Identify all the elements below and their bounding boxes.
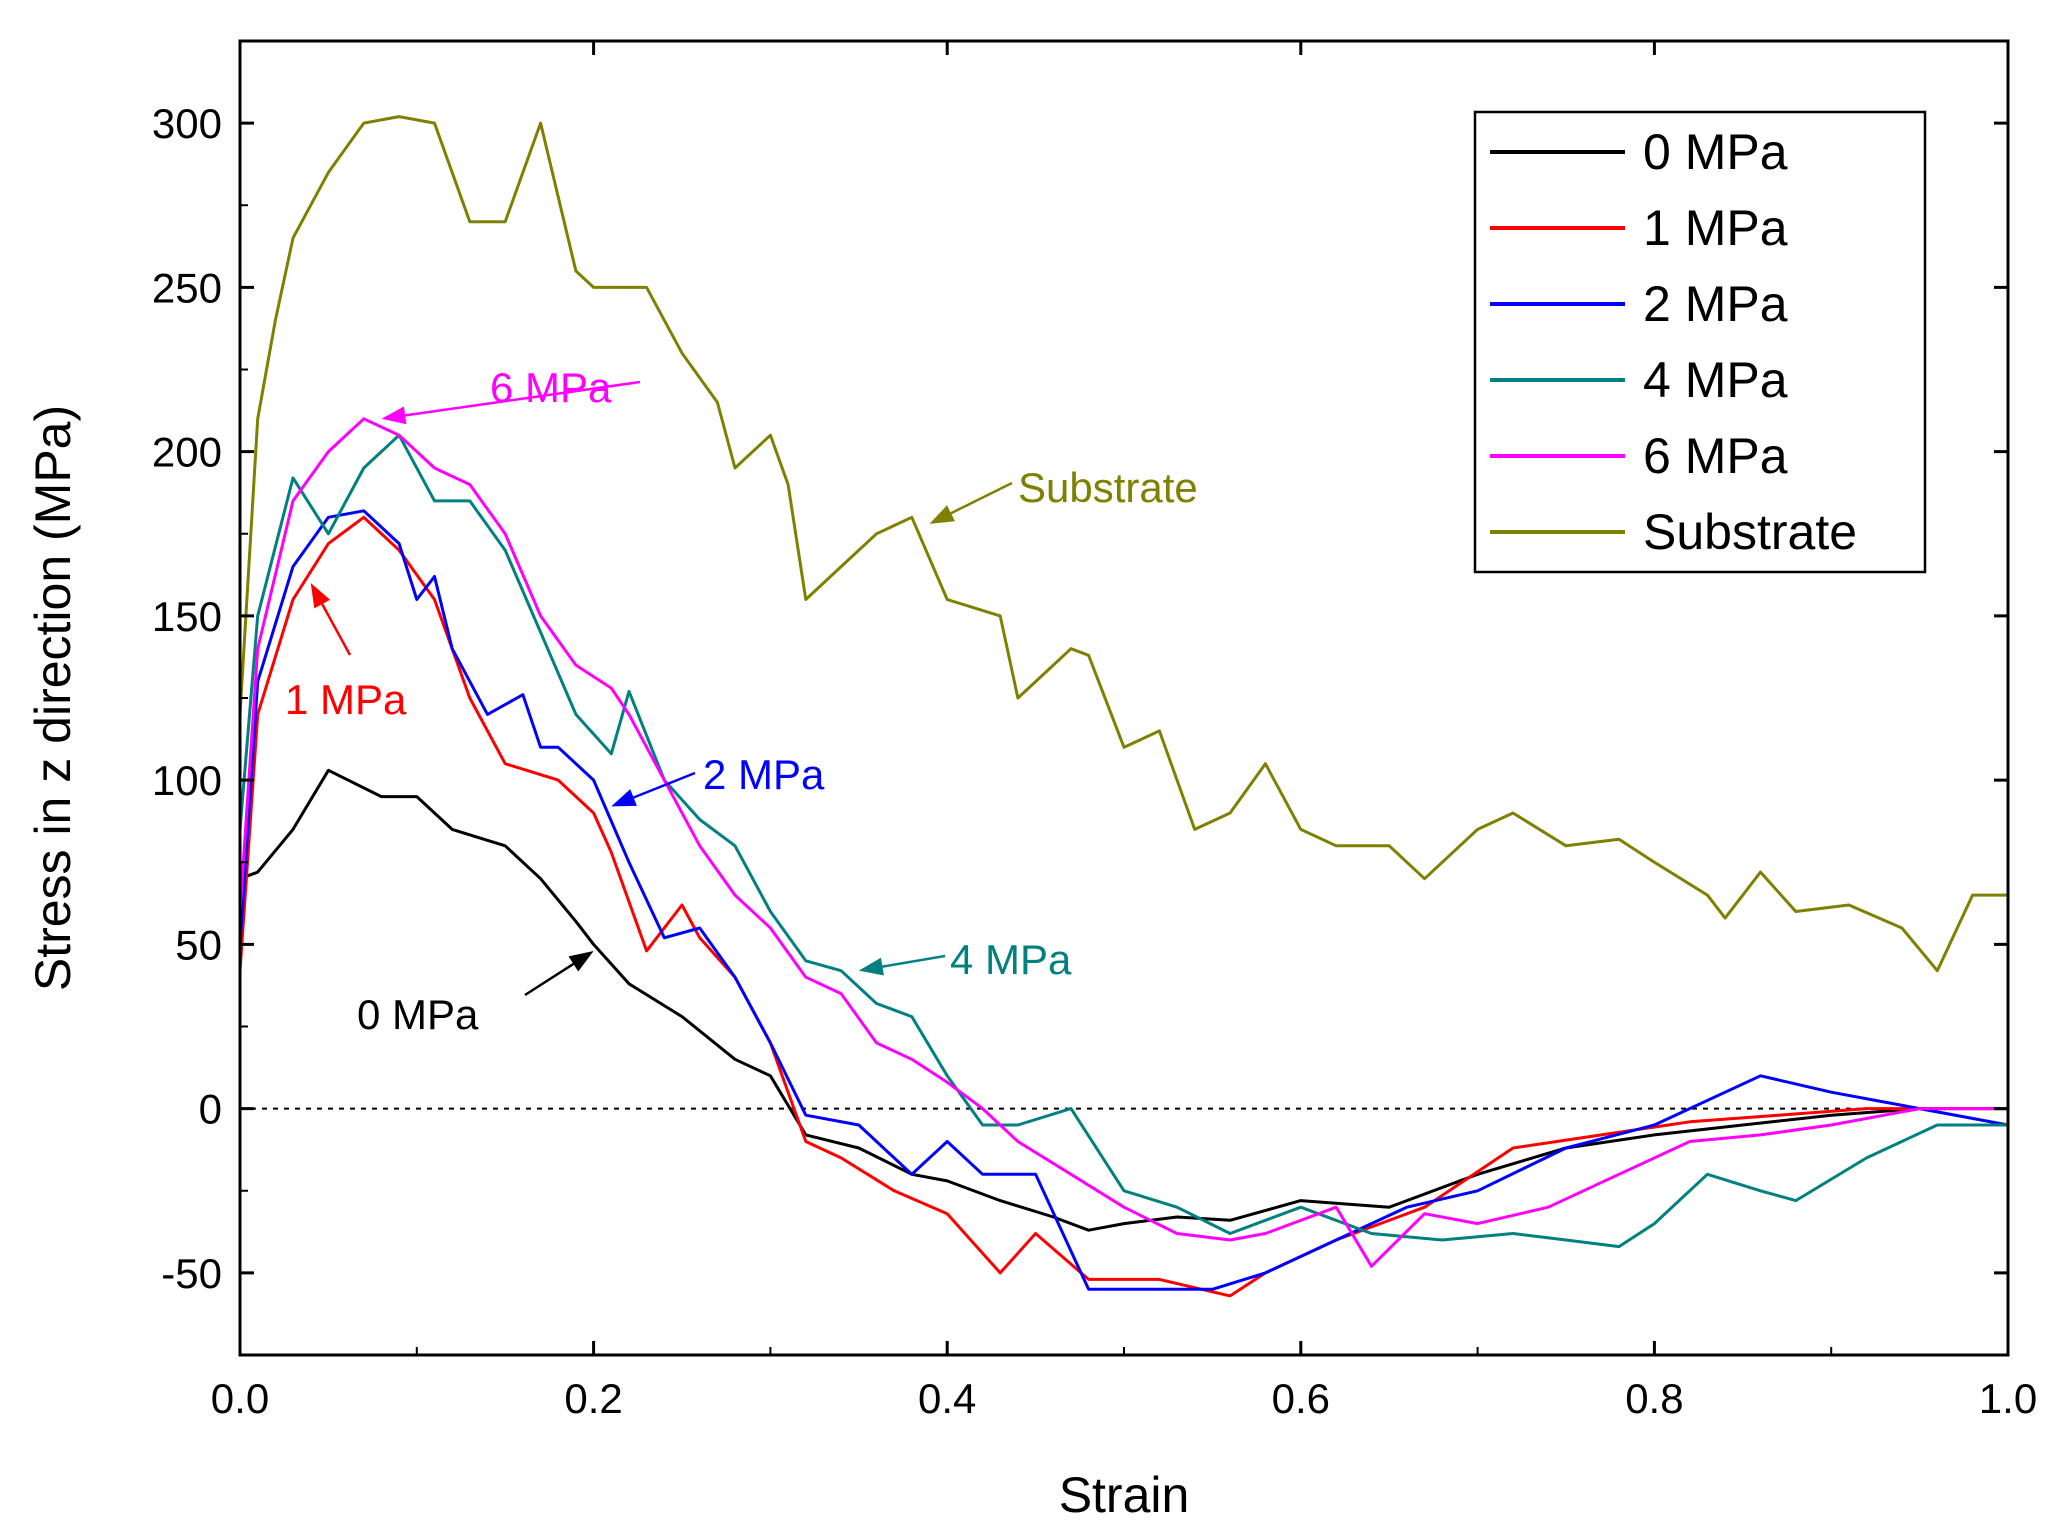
annotation-label-6-mpa: 6 MPa <box>490 364 612 411</box>
annotation-arrowhead-6-mpa <box>381 406 407 425</box>
legend-label-0-mpa: 0 MPa <box>1643 124 1788 180</box>
x-tick-label: 0.2 <box>564 1375 622 1422</box>
annotation-arrow-1-mpa <box>321 603 352 656</box>
y-tick-label: 100 <box>152 757 222 804</box>
y-axis-title: Stress in z direction (MPa) <box>25 405 81 991</box>
annotation-arrow-4-mpa <box>882 954 946 968</box>
annotation-arrowhead-1-mpa <box>310 583 331 609</box>
y-tick-label: 50 <box>175 921 222 968</box>
y-tick-label: -50 <box>161 1250 222 1297</box>
legend-box <box>1473 110 1927 574</box>
annotation-label-4-mpa: 4 MPa <box>950 936 1072 983</box>
annotation-arrow-0-mpa <box>524 962 575 997</box>
annotation-arrowhead-substrate <box>929 505 956 524</box>
series-layer <box>238 115 2009 1298</box>
annotation-arrowhead-0-mpa <box>568 950 594 972</box>
x-tick-label: 1.0 <box>1979 1375 2037 1422</box>
annotation-arrow-6-mpa <box>405 380 641 417</box>
annotation-label-0-mpa: 0 MPa <box>357 991 479 1038</box>
legend-label-1-mpa: 1 MPa <box>1643 200 1788 256</box>
y-tick-label: 300 <box>152 100 222 147</box>
tick-layer: 0.0 0.2 0.4 0.6 0.8 1.0 -50 0 50 100 150 200 250 300 <box>152 40 2037 1422</box>
legend-label-2-mpa: 2 MPa <box>1643 276 1788 332</box>
series-line-6-mpa <box>238 417 2008 1268</box>
x-tick-label: 0.8 <box>1625 1375 1683 1422</box>
annotation-arrowhead-2-mpa <box>611 789 637 807</box>
series-line-substrate <box>238 115 2008 973</box>
legend: 0 MPa 1 MPa 2 MPa 4 MPa 6 MPa Substrate <box>1473 110 1927 574</box>
annotation-layer: 6 MPa 1 MPa 2 MPa 4 MPa 0 MPa Substrate <box>285 364 1198 1038</box>
y-tick-label: 250 <box>152 264 222 311</box>
series-line-1-mpa <box>238 515 2008 1298</box>
legend-label-substrate: Substrate <box>1643 504 1857 560</box>
y-tick-label: 0 <box>199 1086 222 1133</box>
annotation-arrow-2-mpa <box>633 771 696 799</box>
series-line-0-mpa <box>239 768 2008 1232</box>
series-line-4-mpa <box>238 433 2008 1249</box>
annotation-arrowhead-4-mpa <box>858 957 884 976</box>
y-tick-label: 200 <box>152 429 222 476</box>
annotation-label-substrate: Substrate <box>1018 464 1198 511</box>
x-tick-label: 0.6 <box>1272 1375 1330 1422</box>
annotation-arrow-substrate <box>950 481 1013 515</box>
annotation-label-2-mpa: 2 MPa <box>703 751 825 798</box>
series-line-2-mpa <box>238 509 2009 1291</box>
legend-label-6-mpa: 6 MPa <box>1643 428 1788 484</box>
legend-label-4-mpa: 4 MPa <box>1643 352 1788 408</box>
y-tick-label: 150 <box>152 593 222 640</box>
x-tick-label: 0.4 <box>918 1375 976 1422</box>
x-tick-label: 0.0 <box>211 1375 269 1422</box>
annotation-label-1-mpa: 1 MPa <box>285 676 407 723</box>
x-axis-title: Strain <box>1059 1467 1190 1523</box>
